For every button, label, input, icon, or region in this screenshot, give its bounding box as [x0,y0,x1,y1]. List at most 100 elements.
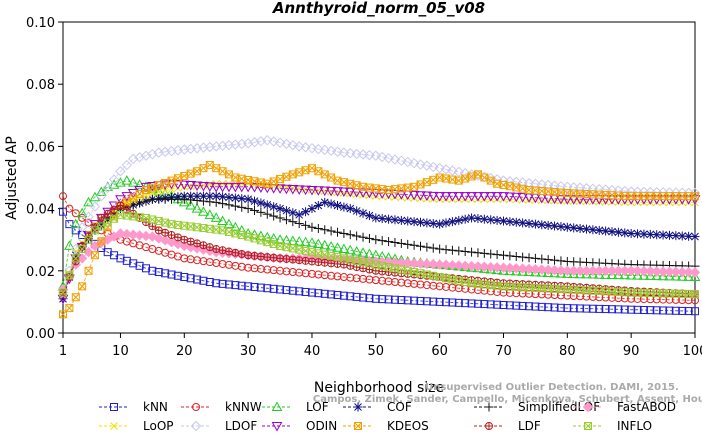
data-point-ldof [108,174,120,185]
data-point-knnw [276,266,285,275]
data-point-cof [447,217,457,227]
data-point-kdeos [678,192,687,201]
data-point-odin [172,180,184,190]
data-point-knn [588,304,597,313]
data-point-cof [626,228,636,238]
data-point-knn [199,276,208,285]
data-point-knnw [467,285,476,294]
data-point-knn [435,297,444,306]
data-point-lof [185,199,197,210]
data-point-lof [632,270,643,280]
data-point-ldof [542,179,554,191]
data-point-simplifiedlof [454,246,464,256]
data-point-odin [593,195,605,205]
data-point-inflo [691,290,699,299]
data-point-inflo [620,288,629,297]
data-point-odin [281,184,292,195]
data-point-odin [555,194,567,205]
data-point-loop [129,196,138,205]
data-point-lof [600,269,611,279]
data-point-odin [415,191,426,201]
data-point-simplifiedlof [422,242,432,252]
data-point-inflo [295,245,304,254]
legend-item-inflo: INFLO [573,419,652,433]
data-point-knn [556,303,565,312]
x-tick-label: 40 [304,344,321,359]
data-point-knn [569,304,578,313]
data-point-inflo [301,246,310,255]
data-point-cof [473,214,483,224]
data-point-odin [293,185,305,195]
data-point-kdeos [633,192,642,201]
data-point-inflo [103,218,112,227]
data-point-ldof [453,166,465,178]
data-point-knn [135,261,144,270]
data-point-knn [627,305,636,314]
data-point-cof [530,219,540,229]
data-point-knn [390,295,399,304]
data-point-knnw [403,279,412,288]
data-point-simplifiedlof [211,197,221,207]
data-point-knnw [65,204,74,213]
data-point-knn [544,303,553,312]
data-point-ldof [421,160,433,171]
data-point-ldof [581,183,592,194]
data-point-cof [690,232,700,242]
data-point-simplifiedlof [537,254,547,264]
data-point-lof [312,238,324,249]
data-point-knnw [384,277,393,286]
data-point-ldf [276,254,285,263]
data-point-simplifiedlof [135,198,145,208]
data-point-lof [619,269,631,280]
data-point-knnw [563,291,572,300]
data-point-simplifiedlof [358,232,368,242]
data-point-lof [606,269,618,279]
data-point-kdeos [78,282,87,291]
data-point-inflo [173,220,182,229]
data-point-inflo [480,280,489,289]
data-point-inflo [461,277,470,286]
data-point-knn [59,207,67,216]
data-point-inflo [244,232,253,241]
data-point-simplifiedlof [550,255,560,265]
data-point-ldf [148,222,157,231]
data-point-knn [256,283,265,292]
data-point-simplifiedlof [511,251,521,261]
data-point-inflo [448,275,457,284]
data-point-cof [262,200,272,210]
data-point-kdeos [525,185,534,194]
data-point-ldof [293,141,305,152]
data-point-kdeos [518,184,527,193]
data-point-knn [173,271,182,280]
data-point-cof [218,192,228,202]
data-point-ldof [587,183,599,194]
data-point-inflo [652,289,661,298]
data-point-lof [293,236,305,246]
data-point-lof [217,215,228,226]
data-point-ldof [357,149,369,160]
data-point-ldof [536,179,547,190]
data-point-inflo [193,223,202,232]
data-point-lof [644,270,656,280]
legend-label-knnw: kNNW [225,400,262,414]
data-point-inflo [135,213,144,222]
data-point-ldof [274,137,286,148]
data-point-ldf [218,246,227,255]
data-point-fastabod [115,228,126,239]
data-point-kdeos [569,189,578,198]
legend-label-kdeos: KDEOS [387,419,429,433]
data-point-cof [454,215,464,225]
data-point-ldof [428,161,439,173]
data-point-fastabod [128,229,139,240]
data-point-lof [638,270,650,280]
y-tick-label: 0.02 [26,265,55,280]
data-point-knnw [633,294,642,303]
data-point-lof [670,271,682,281]
data-point-odin [204,182,216,192]
x-tick-label: 30 [240,344,257,359]
data-point-ldof [262,134,273,146]
data-point-ldof [568,182,579,193]
data-point-inflo [627,288,636,297]
data-point-knn [403,296,412,305]
data-point-inflo [550,284,559,293]
